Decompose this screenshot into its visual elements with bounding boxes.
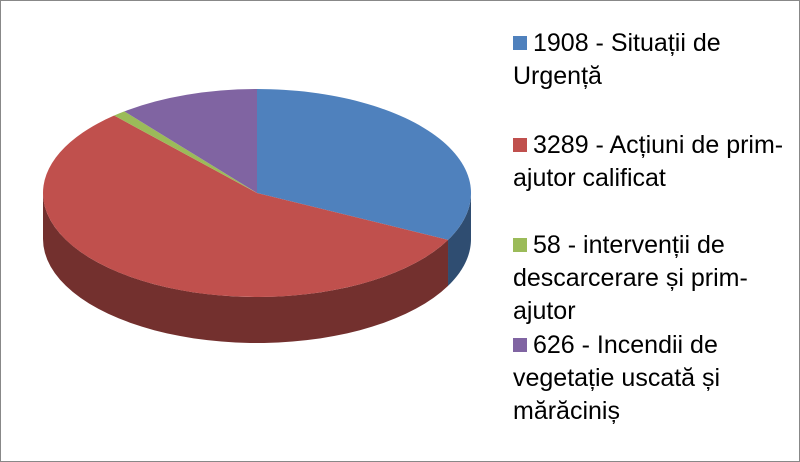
- slice: [42, 115, 449, 298]
- legend-label: 626 - Incendii de vegetație uscată și mă…: [513, 331, 721, 425]
- legend-item: 58 - intervenții de descarcerare și prim…: [513, 229, 793, 328]
- legend-swatch: [513, 138, 527, 152]
- slice: [124, 89, 258, 193]
- legend-item: 626 - Incendii de vegetație uscată și mă…: [513, 329, 793, 428]
- legend-label: 58 - intervenții de descarcerare și prim…: [513, 231, 748, 325]
- legend-swatch: [513, 36, 527, 50]
- pie-area: [42, 89, 471, 343]
- slice: [114, 111, 258, 193]
- legend-item: 1908 - Situații de Urgență: [513, 27, 793, 93]
- slice: [257, 89, 471, 240]
- slice-side: [448, 193, 471, 286]
- legend-swatch: [513, 238, 527, 252]
- legend-label: 3289 - Acțiuni de prim-ajutor calificat: [513, 131, 784, 192]
- legend-label: 1908 - Situații de Urgență: [513, 29, 721, 90]
- slice-side: [43, 193, 449, 343]
- legend-swatch: [513, 338, 527, 352]
- legend-item: 3289 - Acțiuni de prim-ajutor calificat: [513, 129, 793, 195]
